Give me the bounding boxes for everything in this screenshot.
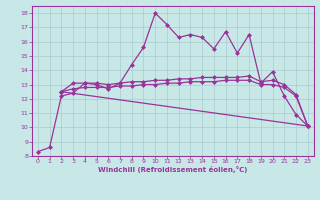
X-axis label: Windchill (Refroidissement éolien,°C): Windchill (Refroidissement éolien,°C) bbox=[98, 166, 247, 173]
